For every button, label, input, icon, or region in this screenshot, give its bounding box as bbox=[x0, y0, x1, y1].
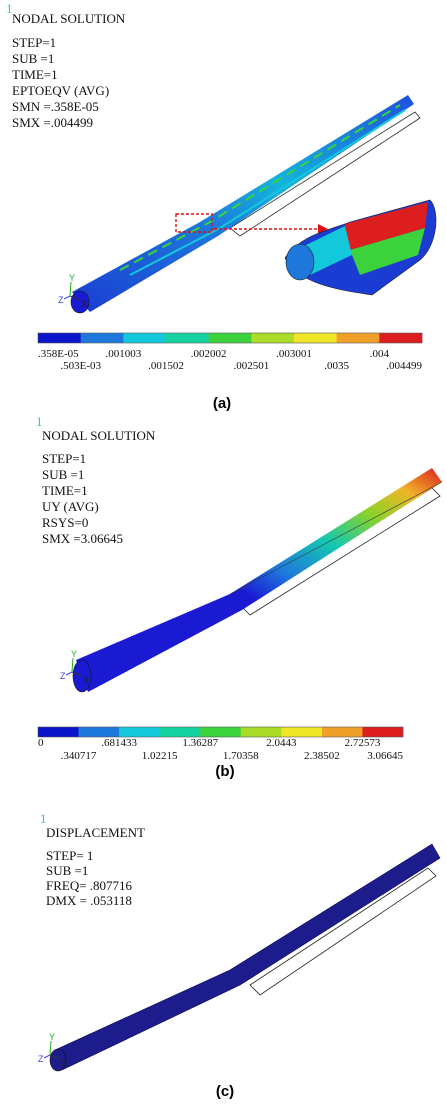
blade-a bbox=[70, 95, 437, 314]
legend-swatch bbox=[294, 333, 337, 343]
legend-swatch bbox=[166, 333, 209, 343]
header-line: EPTOEQV (AVG) bbox=[12, 83, 109, 98]
legend-swatch bbox=[38, 333, 81, 343]
legend-label: .681433 bbox=[101, 737, 137, 749]
legend-frame bbox=[37, 332, 423, 344]
legend-label: 1.02215 bbox=[142, 750, 178, 762]
legend-swatch bbox=[281, 727, 323, 737]
axis-x bbox=[71, 671, 83, 677]
legend-label: .003001 bbox=[276, 348, 312, 360]
header-line: SUB =1 bbox=[12, 51, 54, 66]
legend-swatch bbox=[379, 333, 423, 343]
axis-z bbox=[65, 671, 73, 676]
blade-b bbox=[72, 468, 443, 693]
axis-z bbox=[63, 295, 71, 300]
legend-label: .002002 bbox=[191, 348, 227, 360]
axis-y bbox=[69, 281, 72, 297]
legend-swatch bbox=[123, 333, 167, 343]
axis-label: Z bbox=[60, 671, 66, 681]
axis-y bbox=[49, 1040, 52, 1056]
header-line: SUB =1 bbox=[42, 467, 84, 482]
legend-label: .002501 bbox=[233, 360, 269, 372]
legend-label: 2.38502 bbox=[304, 750, 340, 762]
header-line: NODAL SOLUTION bbox=[42, 428, 156, 443]
legend-label: 1.36287 bbox=[182, 737, 218, 749]
legend-label: 3.06645 bbox=[367, 750, 403, 762]
axis-x bbox=[49, 1054, 61, 1060]
axis-label: X bbox=[83, 675, 89, 685]
legend-swatch bbox=[78, 727, 120, 737]
header-line: STEP=1 bbox=[12, 35, 56, 50]
window-number: 1 bbox=[6, 1, 13, 16]
legend-swatch bbox=[38, 727, 79, 737]
header-line: DMX = .053118 bbox=[46, 893, 132, 908]
header-line: UY (AVG) bbox=[42, 499, 99, 514]
legend-label: .358E-05 bbox=[38, 348, 79, 360]
legend-label: 2.72573 bbox=[345, 737, 381, 749]
legend-label: .004 bbox=[370, 348, 390, 360]
legend-swatch bbox=[159, 727, 201, 737]
legend-frame bbox=[37, 726, 404, 738]
header-line: STEP= 1 bbox=[46, 848, 93, 863]
axis-label: Y bbox=[49, 1032, 55, 1042]
axis-label: Z bbox=[58, 295, 64, 305]
header-line: SMX =3.06645 bbox=[42, 531, 123, 546]
legend-label: .004499 bbox=[386, 360, 422, 372]
caption: (b) bbox=[215, 763, 234, 780]
legend-label: 1.70358 bbox=[223, 750, 259, 762]
axis-x bbox=[69, 295, 81, 301]
axis-label: Y bbox=[71, 649, 77, 659]
caption: (a) bbox=[213, 395, 231, 412]
header-line: STEP=1 bbox=[42, 451, 86, 466]
legend-swatch bbox=[362, 727, 404, 737]
header-line: SMX =.004499 bbox=[12, 115, 93, 130]
legend-swatch bbox=[336, 333, 380, 343]
header-line: DISPLACEMENT bbox=[46, 825, 145, 840]
axis-label: X bbox=[61, 1058, 67, 1068]
axis-label: Z bbox=[38, 1054, 44, 1064]
legend-swatch bbox=[80, 333, 124, 343]
axis-label: Y bbox=[69, 273, 75, 283]
axis-label: X bbox=[81, 299, 87, 309]
legend-swatch bbox=[240, 727, 282, 737]
axis-z bbox=[43, 1054, 51, 1059]
window-number: 1 bbox=[36, 414, 43, 429]
legend-label: .001003 bbox=[105, 348, 141, 360]
header-line: SMN =.358E-05 bbox=[12, 99, 99, 114]
header-line: RSYS=0 bbox=[42, 515, 88, 530]
window-number: 1 bbox=[40, 811, 47, 826]
legend-swatch bbox=[119, 727, 160, 737]
legend-label: 0 bbox=[38, 737, 44, 749]
header-line: FREQ= .807716 bbox=[46, 878, 133, 893]
caption: (c) bbox=[216, 1083, 234, 1100]
legend-swatch bbox=[208, 333, 252, 343]
header-line: TIME=1 bbox=[12, 67, 58, 82]
legend-label: .001502 bbox=[148, 360, 184, 372]
legend-label: .340717 bbox=[61, 750, 97, 762]
legend-label: .0035 bbox=[324, 360, 349, 372]
legend-swatch bbox=[321, 727, 363, 737]
legend-swatch bbox=[200, 727, 242, 737]
legend-label: 2.0443 bbox=[266, 737, 297, 749]
axis-y bbox=[71, 657, 74, 673]
blade-c bbox=[49, 843, 441, 1072]
header-line: TIME=1 bbox=[42, 483, 88, 498]
legend-swatch bbox=[251, 333, 295, 343]
header-line: SUB =1 bbox=[46, 863, 88, 878]
legend-label: .503E-03 bbox=[60, 360, 101, 372]
header-line: NODAL SOLUTION bbox=[12, 11, 126, 26]
